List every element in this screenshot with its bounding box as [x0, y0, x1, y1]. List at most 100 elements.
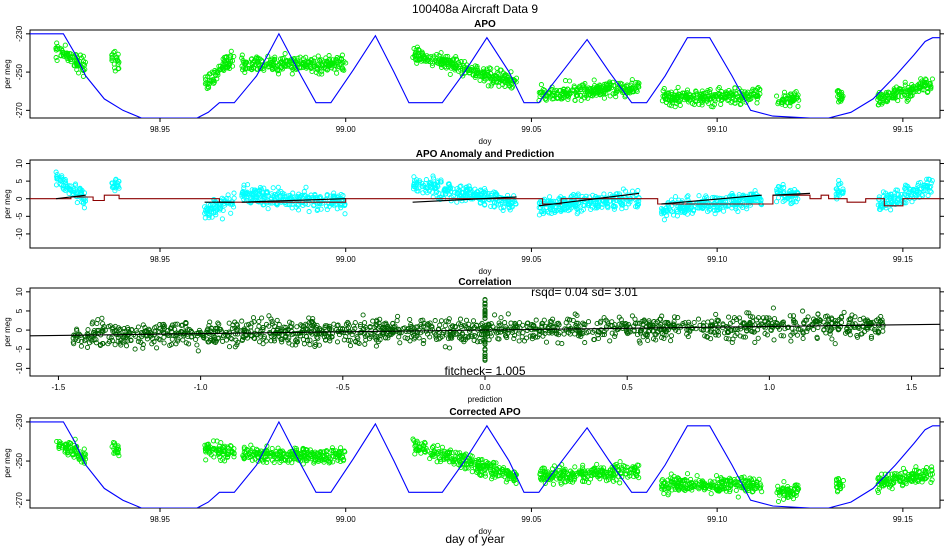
data-point [581, 92, 588, 98]
data-point [132, 346, 138, 352]
data-point [833, 186, 839, 192]
x-tick-label: 99.00 [336, 255, 357, 264]
data-point [418, 318, 424, 324]
data-point [511, 478, 517, 484]
data-point [412, 451, 418, 457]
data-point [835, 87, 841, 94]
data-point [292, 61, 298, 67]
data-point [712, 98, 718, 104]
data-point [836, 326, 842, 332]
data-point [436, 455, 442, 461]
x-tick-label: 1.0 [764, 383, 776, 392]
data-point [282, 194, 288, 200]
data-point [607, 338, 613, 344]
data-point [635, 83, 641, 89]
data-point [66, 52, 72, 59]
x-axis-label: doy [479, 137, 492, 146]
data-point [491, 189, 497, 195]
data-point [62, 42, 68, 48]
data-point [501, 204, 507, 210]
data-point [482, 303, 488, 310]
data-point [270, 185, 276, 191]
prediction-line [772, 192, 811, 196]
data-point [834, 88, 840, 94]
data-point [161, 340, 167, 346]
data-point [452, 332, 458, 338]
data-point [231, 204, 237, 210]
data-point [338, 57, 345, 63]
data-point [437, 322, 443, 328]
data-point [744, 206, 750, 212]
data-point [226, 196, 232, 202]
data-point [318, 57, 324, 63]
data-point [412, 51, 418, 57]
data-point [249, 333, 255, 339]
data-point [202, 74, 208, 80]
data-point [305, 327, 311, 333]
data-point [659, 335, 665, 341]
rsqd-annotation: rsqd= 0.04 sd= 3.01 [531, 285, 638, 299]
data-point [691, 319, 697, 326]
data-point [840, 189, 846, 195]
data-point [186, 341, 192, 347]
data-point [345, 337, 351, 343]
data-point [482, 315, 488, 321]
data-point [567, 331, 573, 337]
data-point [844, 326, 850, 332]
data-point [731, 202, 737, 208]
data-point [547, 322, 553, 328]
data-point [888, 191, 894, 198]
data-point [498, 469, 504, 475]
data-point [274, 202, 280, 208]
data-point [289, 64, 295, 71]
data-point [814, 334, 820, 340]
data-point [871, 327, 877, 333]
data-point [286, 340, 292, 346]
y-tick-label: 0 [15, 327, 24, 332]
data-point [527, 333, 533, 339]
data-point [754, 86, 760, 92]
data-point [241, 182, 247, 188]
data-point [888, 93, 895, 100]
data-point [283, 58, 289, 64]
data-point [601, 90, 607, 97]
data-point [269, 191, 275, 197]
data-point [572, 97, 578, 103]
data-point [244, 335, 250, 341]
data-point [590, 199, 596, 205]
data-point [762, 325, 768, 331]
data-point [231, 454, 237, 460]
data-point [279, 339, 285, 345]
plot-frame [29, 417, 941, 509]
data-point [596, 328, 602, 334]
data-point [330, 453, 337, 459]
data-point [258, 328, 264, 334]
data-point [498, 315, 504, 321]
data-point [502, 320, 508, 326]
data-point [805, 314, 811, 320]
data-point [425, 321, 431, 327]
data-point [63, 179, 69, 185]
data-point [829, 326, 835, 332]
data-point [216, 63, 222, 69]
data-point [836, 89, 842, 95]
data-point [80, 66, 86, 72]
data-point [309, 57, 315, 63]
data-point [216, 335, 222, 341]
data-point [109, 54, 115, 61]
data-point [770, 305, 776, 311]
data-point [276, 454, 283, 461]
data-point [774, 93, 780, 99]
data-point [746, 310, 752, 316]
data-point [877, 94, 883, 100]
data-point [663, 332, 669, 338]
data-point [897, 89, 903, 95]
data-point [903, 200, 909, 206]
data-point [569, 193, 575, 199]
data-point [581, 321, 587, 327]
data-point [520, 330, 526, 336]
data-point [726, 314, 732, 320]
data-point [63, 441, 69, 447]
data-point [556, 322, 562, 328]
